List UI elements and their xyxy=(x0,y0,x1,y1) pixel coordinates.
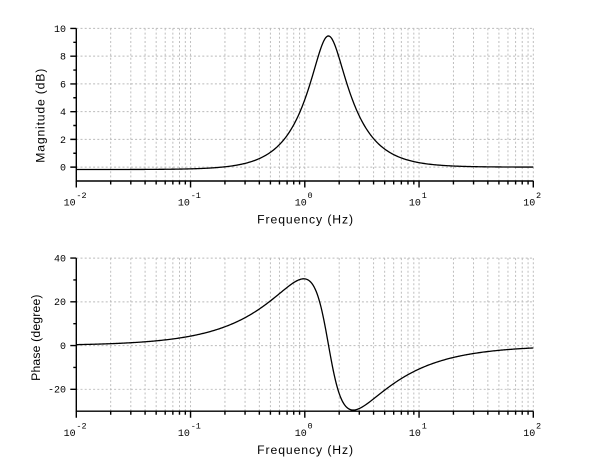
svg-text:-2: -2 xyxy=(76,421,86,431)
svg-text:0: 0 xyxy=(60,342,66,353)
svg-text:10: 10 xyxy=(295,429,307,440)
svg-text:2: 2 xyxy=(536,421,541,431)
svg-text:0: 0 xyxy=(60,164,66,175)
svg-text:1: 1 xyxy=(422,421,427,431)
svg-text:10: 10 xyxy=(523,429,535,440)
svg-text:Phase (degree): Phase (degree) xyxy=(29,294,43,381)
svg-text:10: 10 xyxy=(64,429,76,440)
svg-text:10: 10 xyxy=(64,199,76,210)
svg-text:10: 10 xyxy=(178,199,190,210)
svg-text:0: 0 xyxy=(308,421,313,431)
svg-text:2: 2 xyxy=(60,136,66,147)
svg-text:8: 8 xyxy=(60,53,66,64)
svg-text:-1: -1 xyxy=(191,421,201,431)
svg-text:10: 10 xyxy=(523,199,535,210)
svg-text:1: 1 xyxy=(422,191,427,201)
svg-text:10: 10 xyxy=(409,199,421,210)
svg-text:-1: -1 xyxy=(191,191,201,201)
svg-text:20: 20 xyxy=(54,298,66,309)
svg-text:10: 10 xyxy=(295,199,307,210)
svg-text:40: 40 xyxy=(54,255,66,266)
svg-text:Frequency (Hz): Frequency (Hz) xyxy=(257,213,354,227)
svg-text:Frequency (Hz): Frequency (Hz) xyxy=(257,443,354,457)
svg-text:2: 2 xyxy=(536,191,541,201)
svg-text:-20: -20 xyxy=(48,386,66,397)
svg-text:Magnitude (dB): Magnitude (dB) xyxy=(33,68,47,163)
svg-text:4: 4 xyxy=(60,108,66,119)
svg-text:10: 10 xyxy=(409,429,421,440)
svg-text:10: 10 xyxy=(178,429,190,440)
svg-text:-2: -2 xyxy=(76,191,86,201)
svg-text:6: 6 xyxy=(60,80,66,91)
svg-text:10: 10 xyxy=(54,25,66,36)
svg-text:0: 0 xyxy=(308,191,313,201)
